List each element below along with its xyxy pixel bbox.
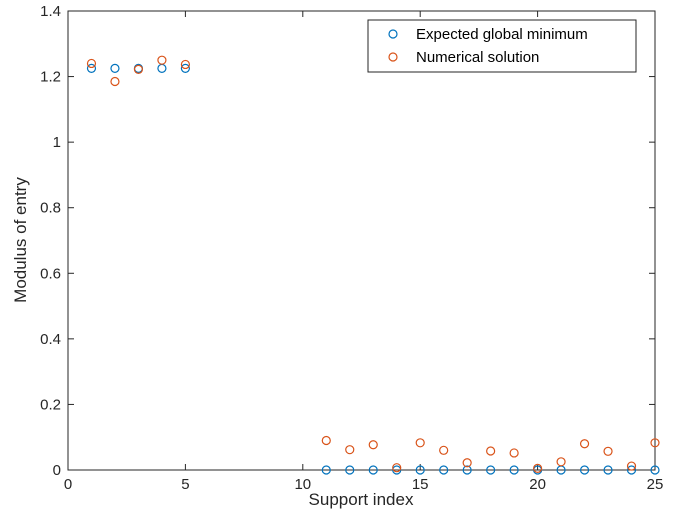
data-point — [321, 465, 331, 475]
data-point — [345, 465, 355, 475]
data-point — [86, 58, 97, 69]
x-tick-label: 20 — [529, 476, 546, 493]
data-point — [392, 463, 402, 473]
x-axis-label: Support index — [309, 490, 414, 509]
data-point — [110, 76, 120, 87]
y-tick-label: 0.2 — [40, 396, 61, 413]
legend-marker-numerical — [388, 52, 398, 62]
data-point — [603, 465, 613, 475]
data-point — [509, 465, 519, 475]
data-point — [439, 445, 449, 455]
data-point — [133, 64, 144, 74]
data-point — [345, 445, 355, 455]
x-tick-label: 5 — [181, 476, 189, 493]
plot-area — [67, 10, 656, 471]
data-point — [650, 438, 660, 448]
series-expected-global-minimum — [86, 63, 660, 475]
data-point — [439, 465, 449, 475]
data-point — [462, 465, 472, 475]
data-point — [86, 63, 97, 73]
y-tick-label: 0 — [53, 462, 61, 479]
data-point — [415, 465, 425, 475]
legend-label-expected: Expected global minimum — [416, 26, 588, 43]
x-tick-label: 25 — [647, 476, 664, 493]
data-point — [509, 448, 519, 458]
data-point — [392, 465, 402, 475]
data-point — [626, 461, 637, 471]
data-point — [532, 463, 543, 473]
series-numerical-solution — [86, 55, 660, 473]
data-point — [368, 465, 378, 475]
data-point — [486, 446, 496, 456]
data-point — [579, 465, 590, 475]
data-series — [86, 55, 660, 475]
y-tick-label: 1.2 — [40, 69, 61, 86]
y-tick-label: 0.8 — [40, 200, 61, 217]
data-point — [368, 440, 378, 450]
data-point — [579, 439, 590, 449]
data-point — [415, 438, 425, 448]
x-tick-label: 15 — [412, 476, 429, 493]
y-tick-label: 1.4 — [40, 3, 61, 20]
x-tick-label: 0 — [64, 476, 72, 493]
data-point — [556, 457, 566, 467]
data-point — [650, 465, 660, 475]
y-tick-label: 1 — [53, 134, 61, 151]
data-point — [462, 458, 472, 468]
data-point — [486, 465, 496, 475]
y-tick-label: 0.4 — [40, 331, 61, 348]
legend-box — [367, 19, 637, 73]
data-point — [110, 63, 120, 73]
data-point — [180, 59, 190, 70]
x-tick-label: 10 — [294, 476, 311, 493]
y-tick-label: 0.6 — [40, 265, 61, 282]
x-axis-ticks: 0 5 10 15 20 25 — [64, 11, 664, 493]
data-point — [180, 63, 190, 73]
y-axis-label: Modulus of entry — [11, 177, 30, 303]
data-point — [321, 435, 331, 446]
data-point — [626, 465, 637, 475]
y-axis-ticks: 0 0.2 0.4 0.6 0.8 1 1.2 1.4 — [40, 3, 655, 479]
data-point — [157, 55, 167, 65]
legend: Expected global minimum Numerical soluti… — [367, 19, 637, 73]
legend-label-numerical: Numerical solution — [416, 49, 539, 66]
legend-marker-expected — [388, 29, 398, 39]
data-point — [603, 446, 613, 456]
